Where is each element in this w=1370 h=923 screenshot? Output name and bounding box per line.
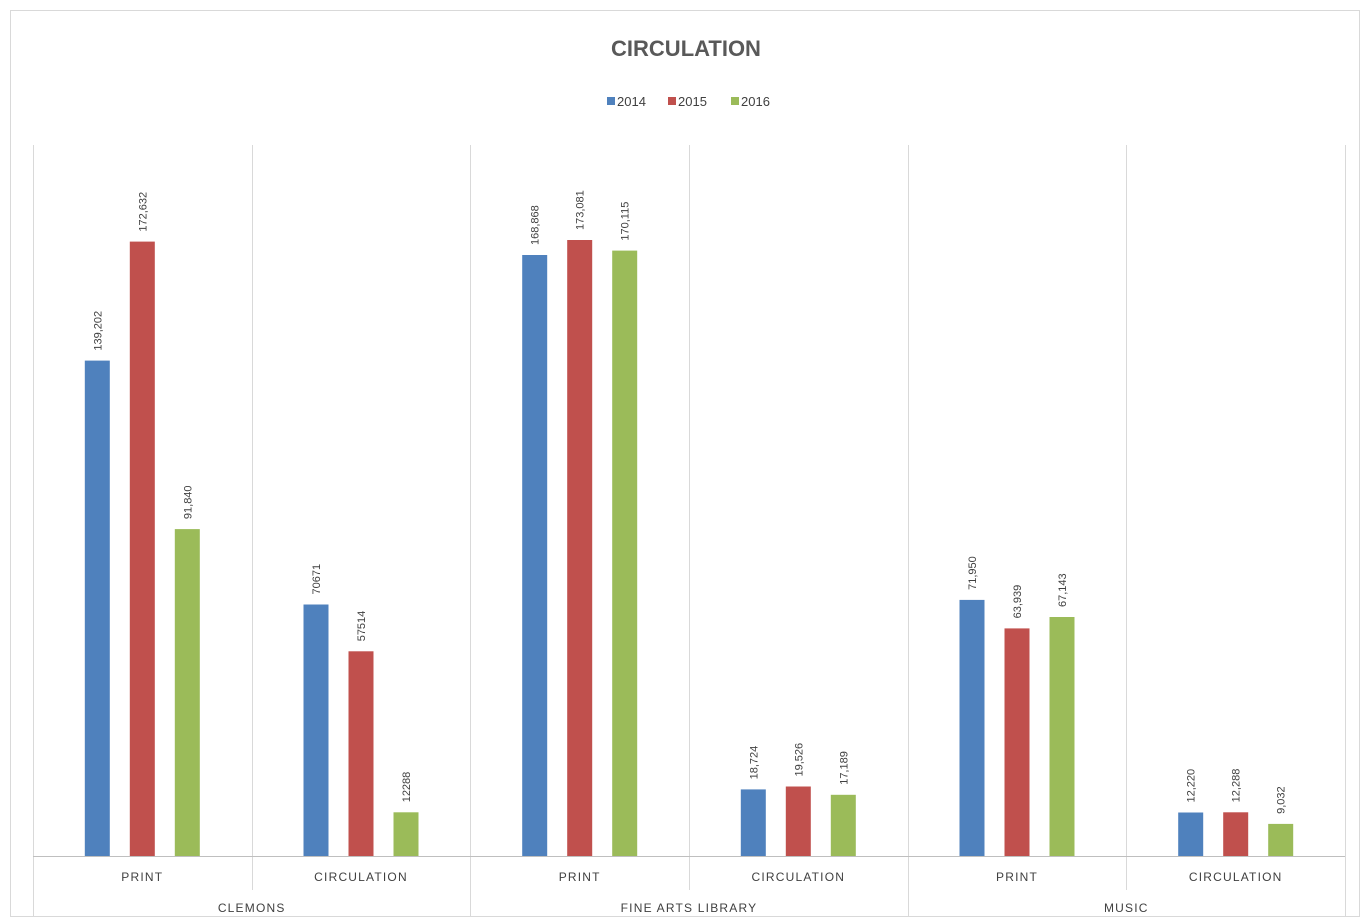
bars: [84, 240, 1294, 857]
data-label: 70671: [311, 564, 323, 595]
data-label: 63,939: [1012, 585, 1024, 619]
data-label: 12,220: [1186, 769, 1198, 803]
bar-2015-5: [1223, 812, 1249, 856]
category-tick-label: CIRCULATION: [314, 870, 408, 884]
data-label: 67,143: [1057, 573, 1069, 607]
legend-swatch: [668, 97, 676, 105]
data-label: 172,632: [137, 192, 149, 232]
group-label: FINE ARTS LIBRARY: [621, 901, 758, 915]
bar-2014-5: [1178, 812, 1204, 856]
data-label: 173,081: [575, 190, 587, 230]
data-label: 19,526: [793, 743, 805, 777]
legend-item-2015: 2015: [668, 94, 707, 109]
data-label: 71,950: [967, 556, 979, 590]
bar-2014-1: [303, 604, 329, 856]
data-label: 18,724: [748, 746, 760, 780]
bar-2015-1: [348, 651, 374, 856]
data-label: 91,840: [182, 485, 194, 519]
bar-2014-2: [522, 255, 548, 856]
x-axis: PRINT CIRCULATION CLEMONS PRINT CIRCULATION F…: [33, 856, 1345, 915]
bar-2016-5: [1268, 823, 1294, 856]
bar-2014-3: [740, 789, 766, 856]
bar-2015-3: [785, 786, 811, 856]
group-label: CLEMONS: [218, 901, 286, 915]
category-tick-label: PRINT: [996, 870, 1038, 884]
category-tick-label: PRINT: [121, 870, 163, 884]
chart-title: CIRCULATION: [611, 36, 761, 61]
bar-2015-2: [567, 240, 593, 856]
data-labels: 139,202 172,632 91,840 70671 57514 12288 168,8…: [92, 190, 1287, 814]
legend-label: 2016: [741, 94, 770, 109]
legend-label: 2015: [678, 94, 707, 109]
data-label: 9,032: [1276, 786, 1288, 814]
data-label: 139,202: [92, 311, 104, 351]
bar-2016-0: [174, 529, 200, 856]
bar-2016-4: [1049, 617, 1075, 856]
legend-swatch: [731, 97, 739, 105]
chart-frame: [10, 10, 1360, 917]
data-label: 17,189: [838, 751, 850, 785]
category-tick-label: PRINT: [559, 870, 601, 884]
bar-2014-4: [959, 599, 985, 856]
bar-2016-2: [612, 250, 638, 857]
legend-swatch: [607, 97, 615, 105]
legend: 2014 2015 2016: [607, 94, 770, 109]
bar-2015-0: [129, 241, 155, 857]
data-label: 57514: [356, 611, 368, 642]
legend-item-2016: 2016: [731, 94, 770, 109]
bar-2016-1: [393, 812, 419, 856]
data-label: 12288: [401, 772, 413, 803]
group-label: MUSIC: [1104, 901, 1149, 915]
legend-item-2014: 2014: [607, 94, 646, 109]
bar-2015-4: [1004, 628, 1030, 856]
legend-label: 2014: [617, 94, 646, 109]
bar-2014-0: [84, 360, 110, 856]
data-label: 12,288: [1231, 769, 1243, 803]
category-tick-label: CIRCULATION: [1189, 870, 1283, 884]
data-label: 168,868: [530, 205, 542, 245]
category-tick-label: CIRCULATION: [751, 870, 845, 884]
category-separators: [33, 145, 1346, 917]
data-label: 170,115: [620, 202, 632, 241]
bar-2016-3: [830, 794, 856, 856]
